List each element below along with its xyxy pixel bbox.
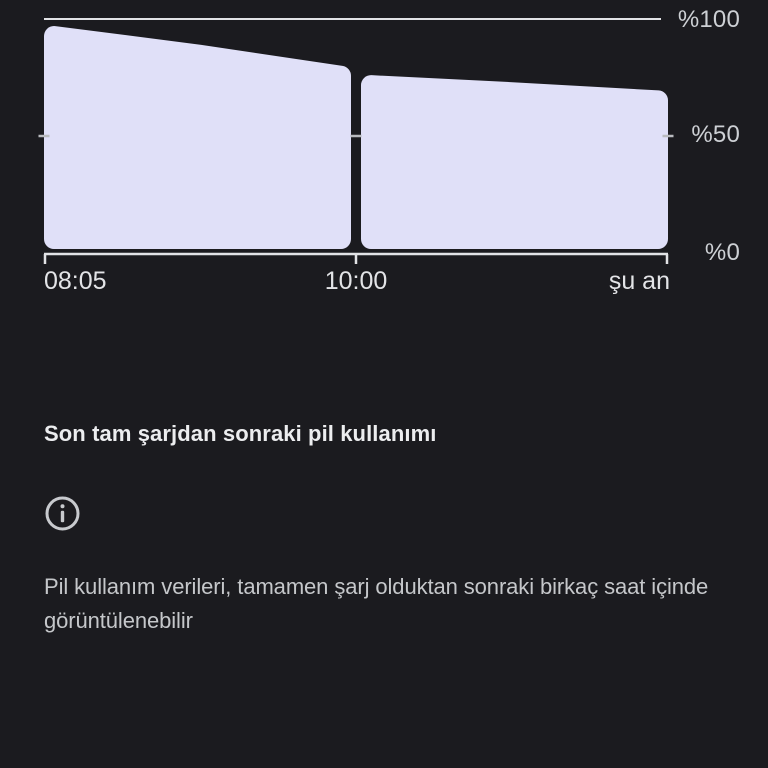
battery-area-chart-svg[interactable] <box>0 0 768 300</box>
battery-data-availability-note: Pil kullanım verileri, tamamen şarj oldu… <box>44 574 709 633</box>
info-icon <box>44 495 81 532</box>
battery-history-chart[interactable]: %100 %50 %0 08:05 10:00 şu an <box>0 0 768 300</box>
y-axis-label-50: %50 <box>691 121 740 148</box>
x-axis-label-mid-time: 10:00 <box>324 267 388 295</box>
x-axis-label-start-time: 08:05 <box>44 267 107 295</box>
y-axis-label-0: %0 <box>704 239 740 266</box>
y-axis-label-100: %100 <box>677 6 740 33</box>
section-title: Son tam şarjdan sonraki pil kullanımı <box>44 421 437 446</box>
x-axis-label-now: şu an <box>608 267 670 295</box>
